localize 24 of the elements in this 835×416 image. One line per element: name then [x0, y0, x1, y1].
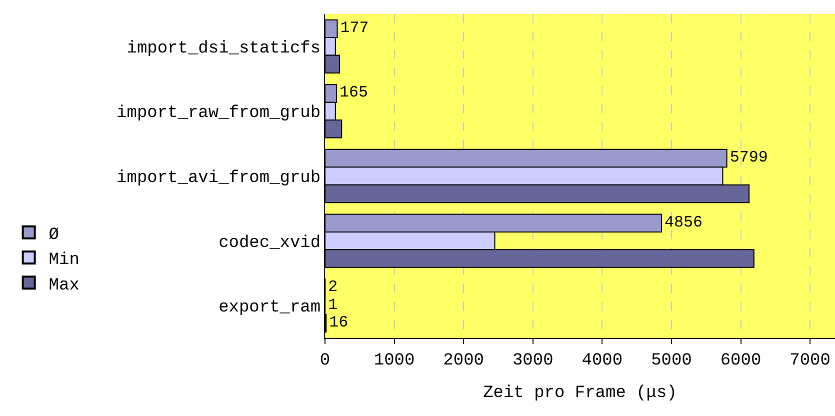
data-label: 1 — [328, 296, 338, 314]
legend-label: Max — [48, 276, 80, 296]
legend-label: Ø — [48, 226, 60, 246]
x-tick-label: 3000 — [512, 351, 554, 370]
data-label: 4856 — [664, 213, 703, 232]
x-tick-label: 6000 — [720, 351, 762, 370]
x-tick-label: 5000 — [651, 351, 692, 370]
x-tick-label: 2000 — [443, 351, 484, 370]
data-label: 165 — [339, 84, 368, 102]
x-tick-label: 0 — [320, 351, 330, 370]
data-label: 16 — [329, 314, 348, 332]
data-label: 2 — [328, 278, 338, 296]
x-tick-label: 1000 — [374, 351, 415, 370]
x-tick-label: 4000 — [582, 351, 623, 370]
y-tick-label: import_avi_from_grub — [116, 168, 321, 188]
x-axis-title: Zeit pro Frame (μs) — [483, 384, 677, 403]
legend-label: Min — [48, 251, 80, 270]
x-tick-label: 7000 — [790, 351, 830, 370]
y-tick-label: import_dsi_staticfs — [126, 39, 321, 58]
data-label: 5799 — [730, 148, 768, 167]
y-tick-label: import_raw_from_grub — [116, 104, 321, 124]
y-tick-label: codec_xvid — [218, 234, 321, 253]
y-tick-label: export_ram — [218, 298, 321, 318]
data-label: 177 — [340, 18, 369, 37]
